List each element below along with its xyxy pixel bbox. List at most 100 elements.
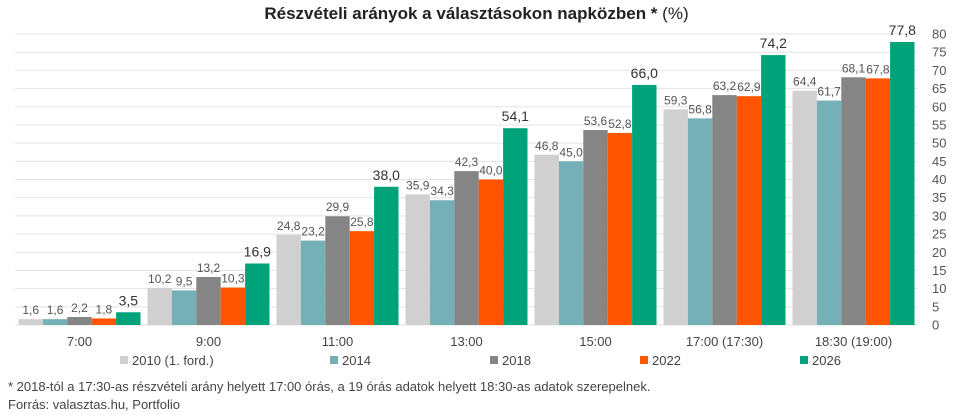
data-label: 2,2 [71,301,88,315]
y-tick-label: 75 [932,45,946,60]
bar [558,161,584,325]
data-label: 1,6 [22,303,39,317]
data-label: 1,8 [96,302,113,316]
data-label: 10,2 [148,272,172,286]
y-tick-label: 80 [932,27,946,42]
y-tick-label: 10 [932,281,946,296]
x-category-label: 17:00 (17:30) [686,334,763,349]
bar [454,171,479,325]
data-label: 9,5 [176,274,193,288]
y-tick-label: 65 [932,81,946,96]
y-tick-label: 20 [932,245,946,260]
data-label: 16,9 [244,244,271,260]
bar [405,194,430,325]
data-label: 61,7 [817,85,841,99]
chart-title-unit: (%) [662,4,689,23]
bar [503,128,528,325]
data-label: 25,8 [350,215,374,229]
bar [607,132,633,325]
y-tick-label: 40 [932,172,946,187]
data-label: 3,5 [119,292,139,308]
bar [865,78,891,325]
bar [91,318,117,325]
x-category-label: 15:00 [579,334,612,349]
data-label: 23,2 [301,225,325,239]
data-label: 45,0 [559,145,583,159]
bar [632,84,657,325]
bar [67,316,92,325]
legend-label: 2010 (1. ford.) [132,353,214,368]
bar [18,319,43,325]
bar [245,263,270,325]
y-tick-label: 35 [932,190,946,205]
bar [583,130,608,325]
bar [890,42,915,325]
data-label: 42,3 [455,155,479,169]
data-label: 63,2 [713,79,737,93]
bar [712,95,737,325]
x-category-label: 13:00 [450,334,483,349]
x-category-label: 7:00 [67,334,92,349]
y-tick-label: 15 [932,263,946,278]
legend-label: 2022 [652,353,681,368]
legend-swatch [120,356,128,364]
data-label: 34,3 [430,184,454,198]
footnote-note: * 2018-tól a 17:30-as részvételi arány h… [8,379,651,394]
legend-label: 2026 [812,353,841,368]
bar [196,276,221,325]
data-label: 40,0 [479,164,503,178]
bar [841,77,866,325]
y-tick-label: 50 [932,136,946,151]
data-label: 52,8 [608,117,632,131]
bar [736,96,762,325]
data-label: 59,3 [664,93,688,107]
data-label: 35,9 [406,178,430,192]
bar [171,290,197,325]
y-tick-label: 55 [932,117,946,132]
data-label: 62,9 [737,80,761,94]
legend-swatch [800,356,808,364]
data-label: 54,1 [502,108,529,124]
legend-swatch [640,356,648,364]
bar [374,186,399,325]
data-label: 38,0 [373,167,400,183]
legend-label: 2014 [342,353,371,368]
chart-title-text: Részvételi arányok a választásokon napkö… [264,4,658,23]
x-category-label: 11:00 [322,334,354,349]
data-label: 77,8 [889,22,916,38]
data-label: 53,6 [584,114,608,128]
bar [663,109,688,325]
data-label: 10,3 [221,272,245,286]
legend-swatch [330,356,338,364]
data-label: 74,2 [760,35,787,51]
legend-label: 2018 [502,353,531,368]
y-tick-label: 25 [932,227,946,242]
y-tick-label: 70 [932,63,946,78]
data-label: 66,0 [631,65,658,81]
bar [349,231,375,325]
y-tick-label: 0 [932,318,939,333]
data-label: 46,8 [535,139,559,153]
bar [429,200,455,325]
data-label: 68,1 [842,61,866,75]
bar [300,240,326,325]
data-label: 67,8 [866,62,890,76]
footnote-source: Forrás: valasztas.hu, Portfolio [8,397,180,412]
bar [276,234,301,325]
bar [534,154,559,325]
bar [478,179,504,325]
footnote: * 2018-tól a 17:30-as részvételi arány h… [8,378,650,414]
legend-swatch [490,356,498,364]
bar [325,216,350,325]
bar [116,312,141,325]
data-label: 29,9 [326,200,350,214]
bar [816,100,842,325]
bar [147,287,172,325]
data-label: 13,2 [197,261,221,275]
data-label: 24,8 [277,219,301,233]
bar [792,90,817,326]
data-label: 56,8 [688,102,712,116]
bar [687,118,713,325]
x-category-label: 18:30 (19:00) [815,334,892,349]
